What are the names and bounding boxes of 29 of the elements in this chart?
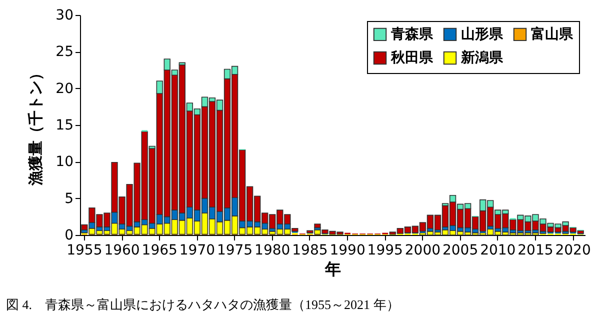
x-tick-label: 1985 bbox=[292, 242, 328, 258]
y-tick-label: 15 bbox=[56, 118, 74, 134]
x-tick-label: 1970 bbox=[179, 242, 216, 258]
x-tick-label: 1995 bbox=[367, 242, 403, 258]
legend-label: 秋田県 bbox=[390, 50, 434, 66]
legend-label: 新潟県 bbox=[460, 49, 504, 66]
x-tick-label: 1975 bbox=[216, 242, 253, 258]
y-tick-label: 10 bbox=[56, 154, 74, 170]
x-tick-label: 1955 bbox=[66, 242, 102, 258]
legend-label: 青森県 bbox=[390, 26, 434, 42]
x-axis-title: 年 bbox=[324, 260, 341, 278]
x-tick-label: 1960 bbox=[104, 242, 140, 258]
y-tick-label: 0 bbox=[64, 228, 74, 244]
legend-label: 富山県 bbox=[531, 25, 574, 42]
x-tick-label: 2015 bbox=[518, 242, 554, 258]
x-tick-label: 1980 bbox=[254, 242, 290, 258]
caption: 図 4. 青森県～富山県におけるハタハタの漁獲量（1955～2021 年） bbox=[6, 297, 400, 312]
y-tick-label: 5 bbox=[64, 190, 74, 207]
y-tick-label: 30 bbox=[56, 8, 74, 24]
y-tick-label: 25 bbox=[56, 44, 74, 60]
x-tick-label: 2000 bbox=[404, 242, 441, 258]
x-tick-label: 2020 bbox=[555, 242, 591, 258]
x-tick-label: 1965 bbox=[142, 242, 178, 258]
x-tick-label: 2005 bbox=[442, 242, 478, 258]
y-tick-label: 20 bbox=[56, 80, 74, 97]
legend-label: 山形県 bbox=[461, 26, 504, 42]
x-tick-label: 2010 bbox=[480, 242, 516, 258]
y-axis-title: 漁獲量（千トン） bbox=[26, 66, 45, 186]
x-tick-label: 1990 bbox=[330, 242, 366, 258]
